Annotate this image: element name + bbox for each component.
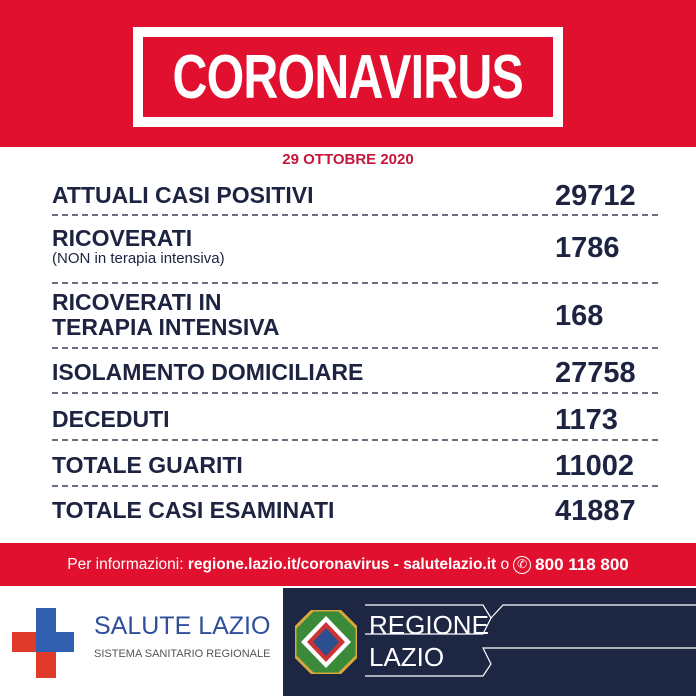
stat-value: 29712 xyxy=(555,180,636,212)
report-date: 29 OTTOBRE 2020 xyxy=(282,151,414,168)
phone-number[interactable]: 800 118 800 xyxy=(535,554,629,574)
stat-value: 1786 xyxy=(555,232,620,264)
page-title: CORONAVIRUS xyxy=(172,42,524,112)
stat-row: DECEDUTI 1173 xyxy=(52,404,658,441)
stat-label-2: TERAPIA INTENSIVA xyxy=(52,314,280,340)
regione-lazio-panel: REGIONE LAZIO xyxy=(283,588,696,696)
stat-row: TOTALE CASI ESAMINATI 41887 xyxy=(52,495,658,532)
separator: - xyxy=(393,555,399,573)
stat-label: DECEDUTI xyxy=(52,406,170,432)
stat-row: TOTALE GUARITI 11002 xyxy=(52,450,658,487)
stat-value: 11002 xyxy=(555,450,635,482)
salute-lazio-title: SALUTE LAZIO xyxy=(94,612,271,640)
or-text: o xyxy=(500,555,510,573)
stat-row: RICOVERATI IN TERAPIA INTENSIVA 168 xyxy=(52,290,658,349)
stat-sublabel: (NON in terapia intensiva) xyxy=(52,250,225,267)
regione-line1: REGIONE xyxy=(369,610,489,640)
stat-row: RICOVERATI (NON in terapia intensiva) 17… xyxy=(52,226,658,284)
stat-value: 168 xyxy=(555,300,604,332)
stat-row: ATTUALI CASI POSITIVI 29712 xyxy=(52,180,658,216)
stat-label: TOTALE GUARITI xyxy=(52,452,243,478)
stat-row: ISOLAMENTO DOMICILIARE 27758 xyxy=(52,357,658,394)
link-salute[interactable]: salutelazio.it xyxy=(403,555,497,573)
stat-label: TOTALE CASI ESAMINATI xyxy=(52,497,335,523)
stat-label: RICOVERATI IN xyxy=(52,289,222,315)
stat-label: ATTUALI CASI POSITIVI xyxy=(52,182,314,208)
stat-label: ISOLAMENTO DOMICILIARE xyxy=(52,359,364,385)
stat-value: 41887 xyxy=(555,495,636,527)
stat-value: 1173 xyxy=(555,404,618,436)
cross-logo-icon xyxy=(12,608,74,678)
info-prefix: Per informazioni: xyxy=(67,555,184,573)
salute-lazio-subtitle: SISTEMA SANITARIO REGIONALE xyxy=(94,648,271,660)
stat-label: RICOVERATI xyxy=(52,225,193,251)
phone-icon: ✆ xyxy=(513,555,532,574)
regione-crest-icon xyxy=(295,610,357,674)
salute-lazio-logo-panel: SALUTE LAZIO SISTEMA SANITARIO REGIONALE xyxy=(0,588,283,696)
info-bar: Per informazioni: regione.lazio.it/coron… xyxy=(0,543,696,586)
header-banner: CORONAVIRUS xyxy=(0,0,696,147)
decorative-lines xyxy=(365,604,696,677)
link-regione[interactable]: regione.lazio.it/coronavirus xyxy=(187,555,390,573)
regione-line2: LAZIO xyxy=(369,642,445,672)
title-box: CORONAVIRUS xyxy=(133,27,563,127)
stat-value: 27758 xyxy=(555,357,636,389)
